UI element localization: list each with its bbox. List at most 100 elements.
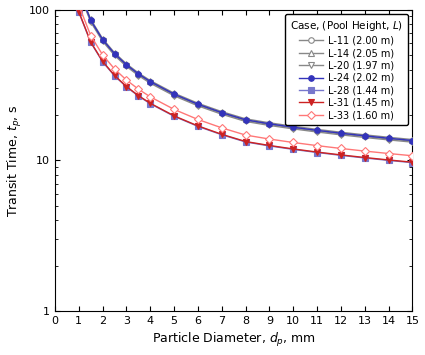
L-24 (2.02 m): [338, 131, 343, 135]
L-11 (2.00 m): [100, 38, 105, 43]
Line: L-31 (1.45 m): L-31 (1.45 m): [58, 0, 415, 165]
L-31 (1.45 m): [100, 59, 105, 64]
L-31 (1.45 m): [124, 84, 129, 89]
L-14 (2.05 m): [267, 121, 272, 125]
L-28 (1.44 m): [112, 74, 117, 78]
L-33 (1.60 m): [243, 133, 248, 137]
L-33 (1.60 m): [172, 107, 177, 111]
L-33 (1.60 m): [314, 143, 320, 148]
L-28 (1.44 m): [196, 124, 201, 129]
L-11 (2.00 m): [136, 72, 141, 77]
L-28 (1.44 m): [386, 158, 391, 163]
L-24 (2.02 m): [196, 102, 201, 106]
L-14 (2.05 m): [314, 127, 320, 131]
L-11 (2.00 m): [88, 19, 93, 23]
Line: L-11 (2.00 m): L-11 (2.00 m): [58, 0, 415, 144]
X-axis label: Particle Diameter, $d_p$, mm: Particle Diameter, $d_p$, mm: [152, 332, 316, 349]
L-28 (1.44 m): [243, 140, 248, 144]
L-11 (2.00 m): [148, 80, 153, 84]
L-33 (1.60 m): [410, 154, 415, 158]
L-11 (2.00 m): [386, 137, 391, 141]
Legend: L-11 (2.00 m), L-14 (2.05 m), L-20 (1.97 m), L-24 (2.02 m), L-28 (1.44 m), L-31 : L-11 (2.00 m), L-14 (2.05 m), L-20 (1.97…: [285, 15, 408, 125]
L-31 (1.45 m): [243, 140, 248, 144]
L-20 (1.97 m): [112, 53, 117, 58]
L-31 (1.45 m): [196, 124, 201, 128]
L-24 (2.02 m): [362, 134, 367, 138]
Line: L-24 (2.02 m): L-24 (2.02 m): [58, 0, 415, 143]
L-33 (1.60 m): [291, 140, 296, 144]
L-33 (1.60 m): [136, 87, 141, 91]
L-33 (1.60 m): [100, 53, 105, 57]
L-31 (1.45 m): [172, 114, 177, 118]
L-20 (1.97 m): [362, 135, 367, 140]
L-20 (1.97 m): [148, 81, 153, 85]
L-20 (1.97 m): [124, 64, 129, 69]
L-24 (2.02 m): [100, 38, 105, 42]
L-28 (1.44 m): [291, 147, 296, 152]
L-31 (1.45 m): [112, 73, 117, 78]
L-14 (2.05 m): [88, 17, 93, 21]
L-33 (1.60 m): [112, 67, 117, 71]
L-20 (1.97 m): [338, 133, 343, 137]
L-11 (2.00 m): [124, 63, 129, 67]
L-31 (1.45 m): [291, 147, 296, 151]
L-24 (2.02 m): [88, 18, 93, 22]
L-33 (1.60 m): [196, 118, 201, 122]
L-28 (1.44 m): [410, 160, 415, 165]
L-11 (2.00 m): [196, 103, 201, 107]
L-20 (1.97 m): [136, 73, 141, 78]
L-28 (1.44 m): [219, 133, 224, 137]
L-33 (1.60 m): [386, 151, 391, 155]
L-31 (1.45 m): [76, 10, 81, 14]
L-33 (1.60 m): [124, 78, 129, 82]
L-33 (1.60 m): [88, 33, 93, 38]
Line: L-33 (1.60 m): L-33 (1.60 m): [58, 0, 415, 159]
L-11 (2.00 m): [410, 139, 415, 143]
L-20 (1.97 m): [88, 20, 93, 24]
L-33 (1.60 m): [148, 95, 153, 99]
L-31 (1.45 m): [267, 143, 272, 148]
L-14 (2.05 m): [291, 124, 296, 129]
L-20 (1.97 m): [172, 94, 177, 98]
L-28 (1.44 m): [148, 102, 153, 106]
L-33 (1.60 m): [219, 126, 224, 130]
L-28 (1.44 m): [267, 144, 272, 148]
L-11 (2.00 m): [243, 118, 248, 122]
L-14 (2.05 m): [172, 91, 177, 95]
L-33 (1.60 m): [338, 146, 343, 151]
Y-axis label: Transit Time, $t_p$, s: Transit Time, $t_p$, s: [6, 104, 23, 217]
L-28 (1.44 m): [76, 10, 81, 14]
L-28 (1.44 m): [124, 85, 129, 89]
L-14 (2.05 m): [100, 37, 105, 41]
L-11 (2.00 m): [338, 132, 343, 136]
L-31 (1.45 m): [410, 160, 415, 164]
L-24 (2.02 m): [219, 110, 224, 115]
Line: L-14 (2.05 m): L-14 (2.05 m): [58, 0, 415, 142]
L-14 (2.05 m): [338, 130, 343, 135]
L-11 (2.00 m): [314, 129, 320, 133]
L-28 (1.44 m): [136, 94, 141, 98]
L-33 (1.60 m): [362, 149, 367, 153]
L-11 (2.00 m): [172, 93, 177, 97]
L-24 (2.02 m): [172, 92, 177, 96]
L-14 (2.05 m): [148, 78, 153, 83]
L-20 (1.97 m): [410, 140, 415, 144]
L-14 (2.05 m): [219, 110, 224, 114]
L-31 (1.45 m): [88, 40, 93, 44]
L-20 (1.97 m): [386, 138, 391, 142]
L-14 (2.05 m): [124, 62, 129, 66]
L-14 (2.05 m): [243, 117, 248, 121]
L-31 (1.45 m): [386, 158, 391, 162]
L-24 (2.02 m): [136, 72, 141, 76]
L-24 (2.02 m): [124, 63, 129, 67]
L-20 (1.97 m): [243, 119, 248, 124]
L-24 (2.02 m): [410, 138, 415, 143]
L-14 (2.05 m): [386, 135, 391, 140]
L-24 (2.02 m): [291, 125, 296, 129]
L-24 (2.02 m): [314, 128, 320, 132]
L-33 (1.60 m): [76, 3, 81, 7]
L-11 (2.00 m): [291, 126, 296, 130]
L-24 (2.02 m): [386, 136, 391, 140]
L-28 (1.44 m): [88, 40, 93, 45]
Line: L-20 (1.97 m): L-20 (1.97 m): [58, 0, 415, 145]
